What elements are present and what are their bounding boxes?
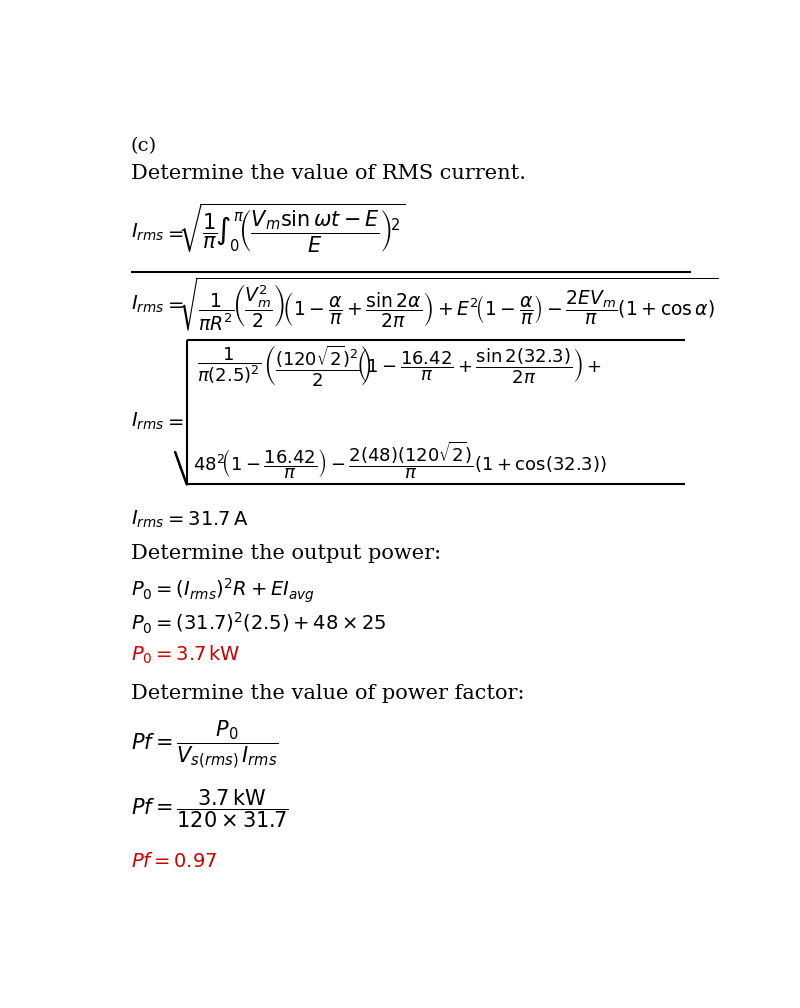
Text: Determine the value of RMS current.: Determine the value of RMS current. (131, 164, 526, 182)
Text: $P_0 = 3.7\,\mathrm{kW}$: $P_0 = 3.7\,\mathrm{kW}$ (131, 644, 241, 666)
Text: $\mathit{Pf} = \dfrac{3.7\,\mathrm{kW}}{120 \times 31.7}$: $\mathit{Pf} = \dfrac{3.7\,\mathrm{kW}}{… (131, 787, 289, 830)
Text: $= 31.7\,\mathrm{A}$: $= 31.7\,\mathrm{A}$ (163, 511, 248, 529)
Text: (c): (c) (131, 137, 157, 154)
Text: $\sqrt{\dfrac{1}{\pi}\!\int_{0}^{\pi}\!\left(\dfrac{V_m\sin\omega t - E}{E}\righ: $\sqrt{\dfrac{1}{\pi}\!\int_{0}^{\pi}\!\… (178, 202, 405, 255)
Text: $=$: $=$ (163, 412, 184, 430)
Text: $\left(\dfrac{(120\sqrt{2})^2}{2}\right)$: $\left(\dfrac{(120\sqrt{2})^2}{2}\right)… (262, 344, 372, 388)
Text: Determine the output power:: Determine the output power: (131, 544, 441, 563)
Text: $P_0 = (31.7)^2(2.5) + 48 \times 25$: $P_0 = (31.7)^2(2.5) + 48 \times 25$ (131, 611, 386, 636)
Text: $\mathit{Pf} = 0.97$: $\mathit{Pf} = 0.97$ (131, 852, 218, 871)
Text: $\mathit{Pf} = \dfrac{P_0}{V_{s(rms)}\,I_{rms}}$: $\mathit{Pf} = \dfrac{P_0}{V_{s(rms)}\,I… (131, 719, 278, 771)
Text: $I_{rms}$: $I_{rms}$ (131, 222, 165, 243)
Text: $I_{rms}$: $I_{rms}$ (131, 410, 165, 431)
Text: $I_{rms}$: $I_{rms}$ (131, 293, 165, 314)
Text: Determine the value of power factor:: Determine the value of power factor: (131, 683, 525, 703)
Text: $48^2\!\left(1-\dfrac{16.42}{\pi}\right)-\dfrac{2(48)(120\sqrt{2})}{\pi}(1+\cos(: $48^2\!\left(1-\dfrac{16.42}{\pi}\right)… (193, 438, 606, 481)
Text: $P_0 = \left(I_{rms}\right)^2 R + EI_{avg}$: $P_0 = \left(I_{rms}\right)^2 R + EI_{av… (131, 577, 315, 605)
Text: $\sqrt{\dfrac{1}{\pi R^2}\!\left(\dfrac{V_m^2}{2}\right)\!\left(1-\dfrac{\alpha}: $\sqrt{\dfrac{1}{\pi R^2}\!\left(\dfrac{… (178, 275, 718, 333)
Text: $I_{rms}$: $I_{rms}$ (131, 509, 165, 530)
Text: $=$: $=$ (163, 295, 184, 313)
Text: $=$: $=$ (163, 224, 184, 242)
Text: $\left(1-\dfrac{16.42}{\pi}+\dfrac{\sin 2(32.3)}{2\pi}\right)+$: $\left(1-\dfrac{16.42}{\pi}+\dfrac{\sin … (356, 347, 602, 385)
Text: $\dfrac{1}{\pi(2.5)^2}$: $\dfrac{1}{\pi(2.5)^2}$ (197, 346, 261, 386)
